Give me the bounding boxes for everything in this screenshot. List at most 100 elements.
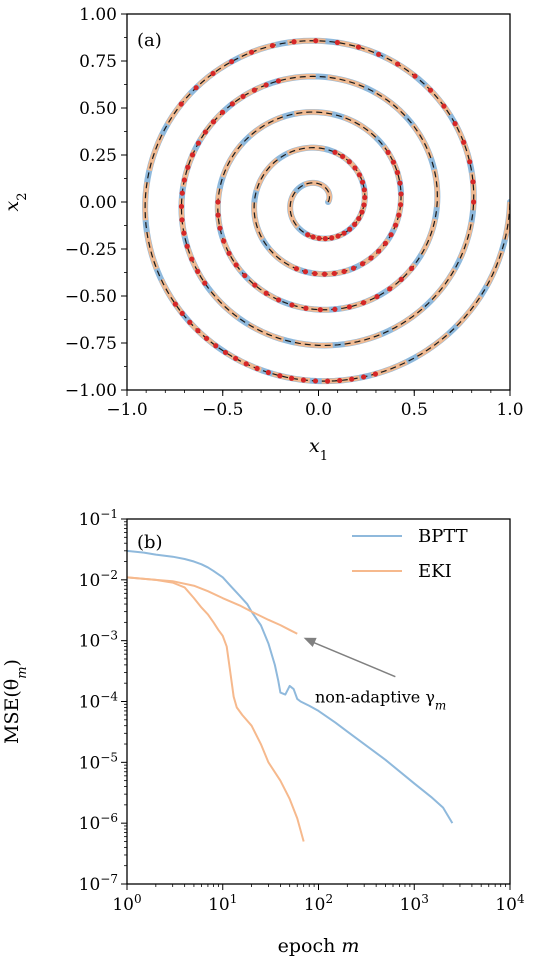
x-tick-label: 0.0 <box>305 400 332 420</box>
series-line-eki <box>127 576 305 842</box>
panel-a-plot-area <box>142 37 510 385</box>
observation-marker <box>179 310 185 317</box>
observation-marker <box>195 268 201 274</box>
observation-marker <box>398 202 404 208</box>
observation-marker <box>316 235 322 241</box>
observation-marker <box>189 152 196 158</box>
observation-marker <box>229 58 235 65</box>
x-tick-label: 1.0 <box>496 400 523 420</box>
y-tick-label: 10−7 <box>79 872 118 895</box>
observation-marker <box>362 194 368 201</box>
observation-marker <box>303 305 309 311</box>
panel-b-ticks: 100 101 102 103 104 10−1 10−2 10−3 10−4 10−5 10−6 1… <box>79 507 525 915</box>
observation-marker <box>387 286 393 292</box>
observation-marker <box>203 335 210 342</box>
observation-marker <box>337 377 343 384</box>
observation-marker <box>202 129 208 135</box>
observation-marker <box>217 225 223 231</box>
panel-b-annotation: non-adaptive γm <box>303 637 446 713</box>
observation-marker <box>305 232 311 238</box>
observation-marker <box>181 177 187 183</box>
observation-marker <box>302 269 309 275</box>
observation-marker <box>427 87 434 93</box>
observation-marker <box>252 282 258 288</box>
x-tick-label: −1.0 <box>106 400 147 420</box>
y-tick-label: 10−4 <box>79 690 119 713</box>
observation-marker <box>352 165 358 171</box>
observation-marker <box>390 159 397 165</box>
annotation-label: non-adaptive γm <box>315 688 446 713</box>
y-tick-label: 10−1 <box>79 507 118 530</box>
observation-marker <box>332 149 338 155</box>
observation-marker <box>412 73 418 79</box>
observation-marker <box>372 371 379 377</box>
observation-marker <box>382 240 389 246</box>
panel-b-y-axis-label: MSE(θm) <box>1 659 30 744</box>
y-tick-label: −0.75 <box>65 334 117 354</box>
observation-marker <box>356 172 363 178</box>
observation-marker <box>356 215 362 222</box>
panel-a-label: (a) <box>137 30 162 51</box>
observation-marker <box>347 226 353 232</box>
observation-marker <box>467 159 473 165</box>
observation-marker <box>321 271 328 277</box>
observation-marker <box>172 301 178 307</box>
observation-marker <box>263 82 269 88</box>
observation-marker <box>210 119 217 125</box>
observation-marker <box>341 230 347 236</box>
observation-marker <box>396 212 402 218</box>
observation-marker <box>289 302 295 308</box>
panel-a-x-axis-label: x1 <box>309 435 328 464</box>
observation-marker <box>355 44 362 50</box>
y-tick-label: 10−3 <box>79 629 118 652</box>
annotation-arrow <box>311 641 396 678</box>
observation-marker <box>313 38 319 44</box>
x-tick-label: 102 <box>304 892 333 915</box>
observation-marker <box>219 109 226 115</box>
y-tick-label: −0.25 <box>65 240 117 260</box>
observation-marker <box>312 270 318 277</box>
observation-marker <box>242 272 248 279</box>
x-tick-label: −0.5 <box>202 400 243 420</box>
observation-marker <box>288 375 295 381</box>
observation-marker <box>470 179 476 185</box>
observation-marker <box>360 300 367 306</box>
observation-marker <box>388 232 394 238</box>
y-tick-label: 0.50 <box>79 99 117 119</box>
observation-marker <box>346 304 352 310</box>
observation-marker <box>254 365 260 372</box>
x-tick-label: 103 <box>400 892 429 915</box>
panel-b-label: (b) <box>137 532 163 553</box>
observation-marker <box>195 140 201 146</box>
observation-marker <box>368 255 374 261</box>
observation-marker <box>409 265 415 272</box>
legend-label-bptt: BPTT <box>418 526 468 547</box>
observation-marker <box>346 159 352 165</box>
observation-marker <box>334 39 340 46</box>
observation-marker <box>269 42 276 49</box>
observation-marker <box>276 297 282 303</box>
observation-marker <box>332 306 338 312</box>
observation-marker <box>248 49 255 55</box>
observation-marker <box>243 361 249 367</box>
observation-marker <box>376 248 382 254</box>
observation-marker <box>331 270 337 277</box>
observation-marker <box>361 187 367 193</box>
observation-marker <box>398 276 404 282</box>
observation-marker <box>349 376 355 382</box>
series-line-eki-non-adaptive <box>127 576 298 635</box>
observation-marker <box>251 87 257 93</box>
observation-marker <box>179 217 185 223</box>
observation-marker <box>361 374 367 380</box>
observation-marker <box>240 93 246 100</box>
y-tick-label: −1.00 <box>65 381 117 401</box>
y-tick-label: 0.00 <box>79 193 117 213</box>
panel-a-spiral-plot: −1.0 −0.5 0.0 0.5 1.0 1.00 0.75 0.50 0.25 0.00 −0.… <box>1 5 524 464</box>
observation-marker <box>215 212 221 218</box>
observation-marker <box>335 233 341 239</box>
observation-marker <box>226 250 232 256</box>
observation-marker <box>341 268 347 275</box>
observation-marker <box>317 307 323 313</box>
y-tick-label: 0.25 <box>79 146 117 166</box>
